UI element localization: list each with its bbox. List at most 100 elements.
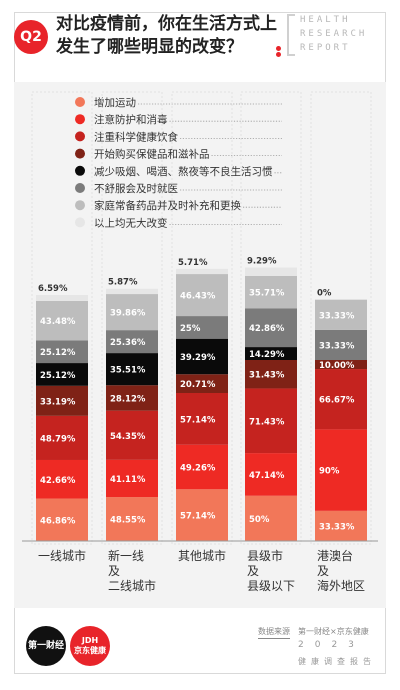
data-label: 0% [317,289,332,299]
data-label: 48.55% [110,516,146,526]
legend-swatch [75,148,85,159]
bar-segment [245,267,297,276]
category-label: 其他城市 [178,548,226,563]
bar-segment [36,340,88,364]
bar-segment [176,392,228,445]
legend-label: 不舒服会及时就医 [94,182,178,195]
legend-swatch [75,217,85,228]
category-label: 及 [108,564,120,578]
bar-segment [36,300,88,341]
data-label: 28.12% [110,394,146,404]
bar-segment [245,275,297,309]
legend-label: 开始购买保健品和滋补品 [94,148,210,161]
column-frame [31,91,93,545]
jdh-logo-bottom: 京东健康 [74,646,106,655]
bar-segment [176,444,228,490]
title-line-2: 发生了哪些明显的改变？ [56,37,243,57]
data-label: 54.35% [110,432,146,442]
data-label: 41.11% [110,475,146,485]
bar-segment [315,429,367,511]
data-label: 14.29% [249,350,285,360]
jdh-logo: JDH 京东健康 [70,626,110,666]
bar-segment [315,329,367,360]
data-label: 25.12% [40,348,76,358]
data-label: 5.87% [108,278,138,288]
bar-segment [106,294,158,331]
legend-swatch [75,183,85,193]
bar-segment [245,495,297,541]
category-label: 海外地区 [317,578,365,593]
data-label: 39.86% [110,309,146,319]
category-label: 一线城市 [38,548,86,563]
data-label: 10.00% [319,361,355,371]
data-label: 6.59% [38,284,68,294]
data-label: 46.86% [40,516,76,526]
data-label: 25.36% [110,338,146,348]
category-label: 县级市 [247,548,283,563]
category-label: 二线城市 [108,578,156,593]
jdh-logo-top: JDH [81,636,99,645]
brand-dot [276,46,281,51]
bar-segment [245,308,297,348]
data-label: 42.86% [249,324,285,334]
bar-segment [36,295,88,301]
bar-segment [315,369,367,430]
bar-segment [106,288,158,295]
data-label: 42.66% [40,476,76,486]
bar-segment [176,316,228,339]
data-label: 47.14% [249,471,285,481]
legend-swatch [75,165,85,176]
bar-segment [176,489,228,541]
bar-segment [176,268,228,275]
bar-segment [106,497,158,541]
bar-segment [36,459,88,499]
legend-label: 减少吸烟、喝酒、熬夜等不良生活习惯 [94,165,273,178]
data-label: 35.51% [110,366,146,376]
data-label: 5.71% [178,258,208,268]
bar-segment [245,453,297,496]
page-title: 对比疫情前，你在生活方式上 发生了哪些明显的改变？ [56,13,296,59]
bar-segment [36,385,88,416]
column-frame [240,91,302,545]
legend-swatch [75,97,85,107]
bar-segment [106,330,158,354]
brand-bracket [287,14,295,56]
report-year: 2023 [298,640,365,650]
bar-segment [176,274,228,317]
bar-segment [106,385,158,411]
bar-segment [36,363,88,386]
data-label: 46.43% [180,292,216,302]
bar-segment [36,415,88,460]
category-label: 及 [317,564,329,578]
bar-segment [106,353,158,386]
data-label: 71.43% [249,417,285,427]
brand-dot [276,52,281,57]
category-label: 新一线 [108,548,144,563]
data-label: 57.14% [180,415,216,425]
source-text: 第一财经×京东健康 [298,627,369,636]
data-label: 57.14% [180,512,216,522]
title-line-1: 对比疫情前，你在生活方式上 [56,14,277,34]
source-label: 数据来源 [258,626,290,639]
legend-label: 注重科学健康饮食 [94,130,178,143]
data-label: 35.71% [249,289,285,299]
bar-segment [245,360,297,389]
bar-segment [245,388,297,454]
data-label: 33.19% [40,397,76,407]
data-label: 33.33% [319,522,355,532]
legend-swatch [75,114,85,125]
data-label: 66.67% [319,396,355,406]
column-frame [101,91,163,545]
bar-segment [176,374,228,393]
question-badge: Q2 [14,20,48,54]
data-label: 31.43% [249,371,285,381]
column-frame [171,91,233,545]
bar-segment [315,299,367,330]
data-label: 33.33% [319,341,355,351]
data-label: 25% [180,324,201,334]
bar-segment [36,498,88,541]
data-label: 9.29% [247,257,277,267]
legend-swatch [75,200,85,211]
data-label: 48.79% [40,434,76,444]
